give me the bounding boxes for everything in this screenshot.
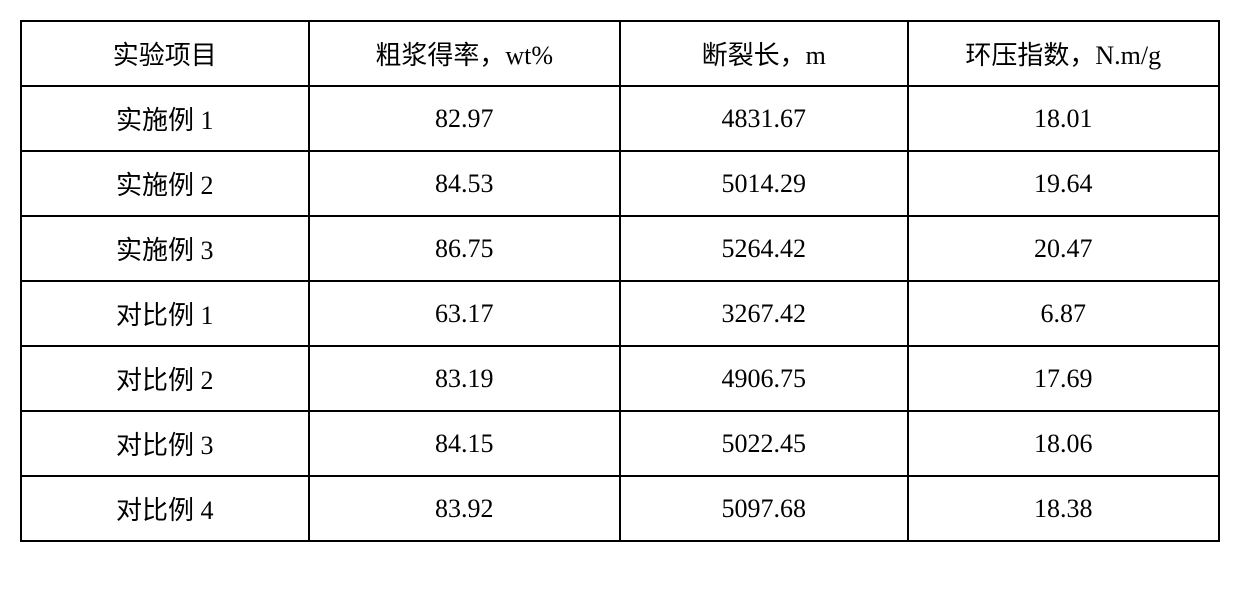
table-cell: 86.75 (309, 216, 620, 281)
table-cell: 4831.67 (620, 86, 908, 151)
table-cell: 18.38 (908, 476, 1220, 541)
table-cell: 5097.68 (620, 476, 908, 541)
table-cell: 5022.45 (620, 411, 908, 476)
table-row: 实施例 3 86.75 5264.42 20.47 (21, 216, 1219, 281)
table-cell: 实施例 3 (21, 216, 309, 281)
column-header: 粗浆得率，wt% (309, 21, 620, 86)
table-cell: 对比例 3 (21, 411, 309, 476)
table-cell: 20.47 (908, 216, 1220, 281)
table-row: 对比例 1 63.17 3267.42 6.87 (21, 281, 1219, 346)
table-cell: 83.92 (309, 476, 620, 541)
table-cell: 对比例 4 (21, 476, 309, 541)
table-cell: 实施例 2 (21, 151, 309, 216)
table-row: 对比例 4 83.92 5097.68 18.38 (21, 476, 1219, 541)
table-cell: 63.17 (309, 281, 620, 346)
table-row: 对比例 3 84.15 5022.45 18.06 (21, 411, 1219, 476)
table-header-row: 实验项目 粗浆得率，wt% 断裂长，m 环压指数，N.m/g (21, 21, 1219, 86)
column-header: 环压指数，N.m/g (908, 21, 1220, 86)
table-cell: 18.06 (908, 411, 1220, 476)
data-table: 实验项目 粗浆得率，wt% 断裂长，m 环压指数，N.m/g 实施例 1 82.… (20, 20, 1220, 542)
data-table-container: 实验项目 粗浆得率，wt% 断裂长，m 环压指数，N.m/g 实施例 1 82.… (20, 20, 1220, 542)
column-header: 断裂长，m (620, 21, 908, 86)
table-cell: 5264.42 (620, 216, 908, 281)
table-cell: 18.01 (908, 86, 1220, 151)
table-cell: 4906.75 (620, 346, 908, 411)
table-cell: 83.19 (309, 346, 620, 411)
table-cell: 84.53 (309, 151, 620, 216)
table-cell: 对比例 2 (21, 346, 309, 411)
table-cell: 19.64 (908, 151, 1220, 216)
column-header: 实验项目 (21, 21, 309, 86)
table-cell: 82.97 (309, 86, 620, 151)
table-cell: 6.87 (908, 281, 1220, 346)
table-cell: 对比例 1 (21, 281, 309, 346)
table-cell: 3267.42 (620, 281, 908, 346)
table-row: 对比例 2 83.19 4906.75 17.69 (21, 346, 1219, 411)
table-cell: 84.15 (309, 411, 620, 476)
table-row: 实施例 1 82.97 4831.67 18.01 (21, 86, 1219, 151)
table-cell: 5014.29 (620, 151, 908, 216)
table-cell: 17.69 (908, 346, 1220, 411)
table-row: 实施例 2 84.53 5014.29 19.64 (21, 151, 1219, 216)
table-cell: 实施例 1 (21, 86, 309, 151)
